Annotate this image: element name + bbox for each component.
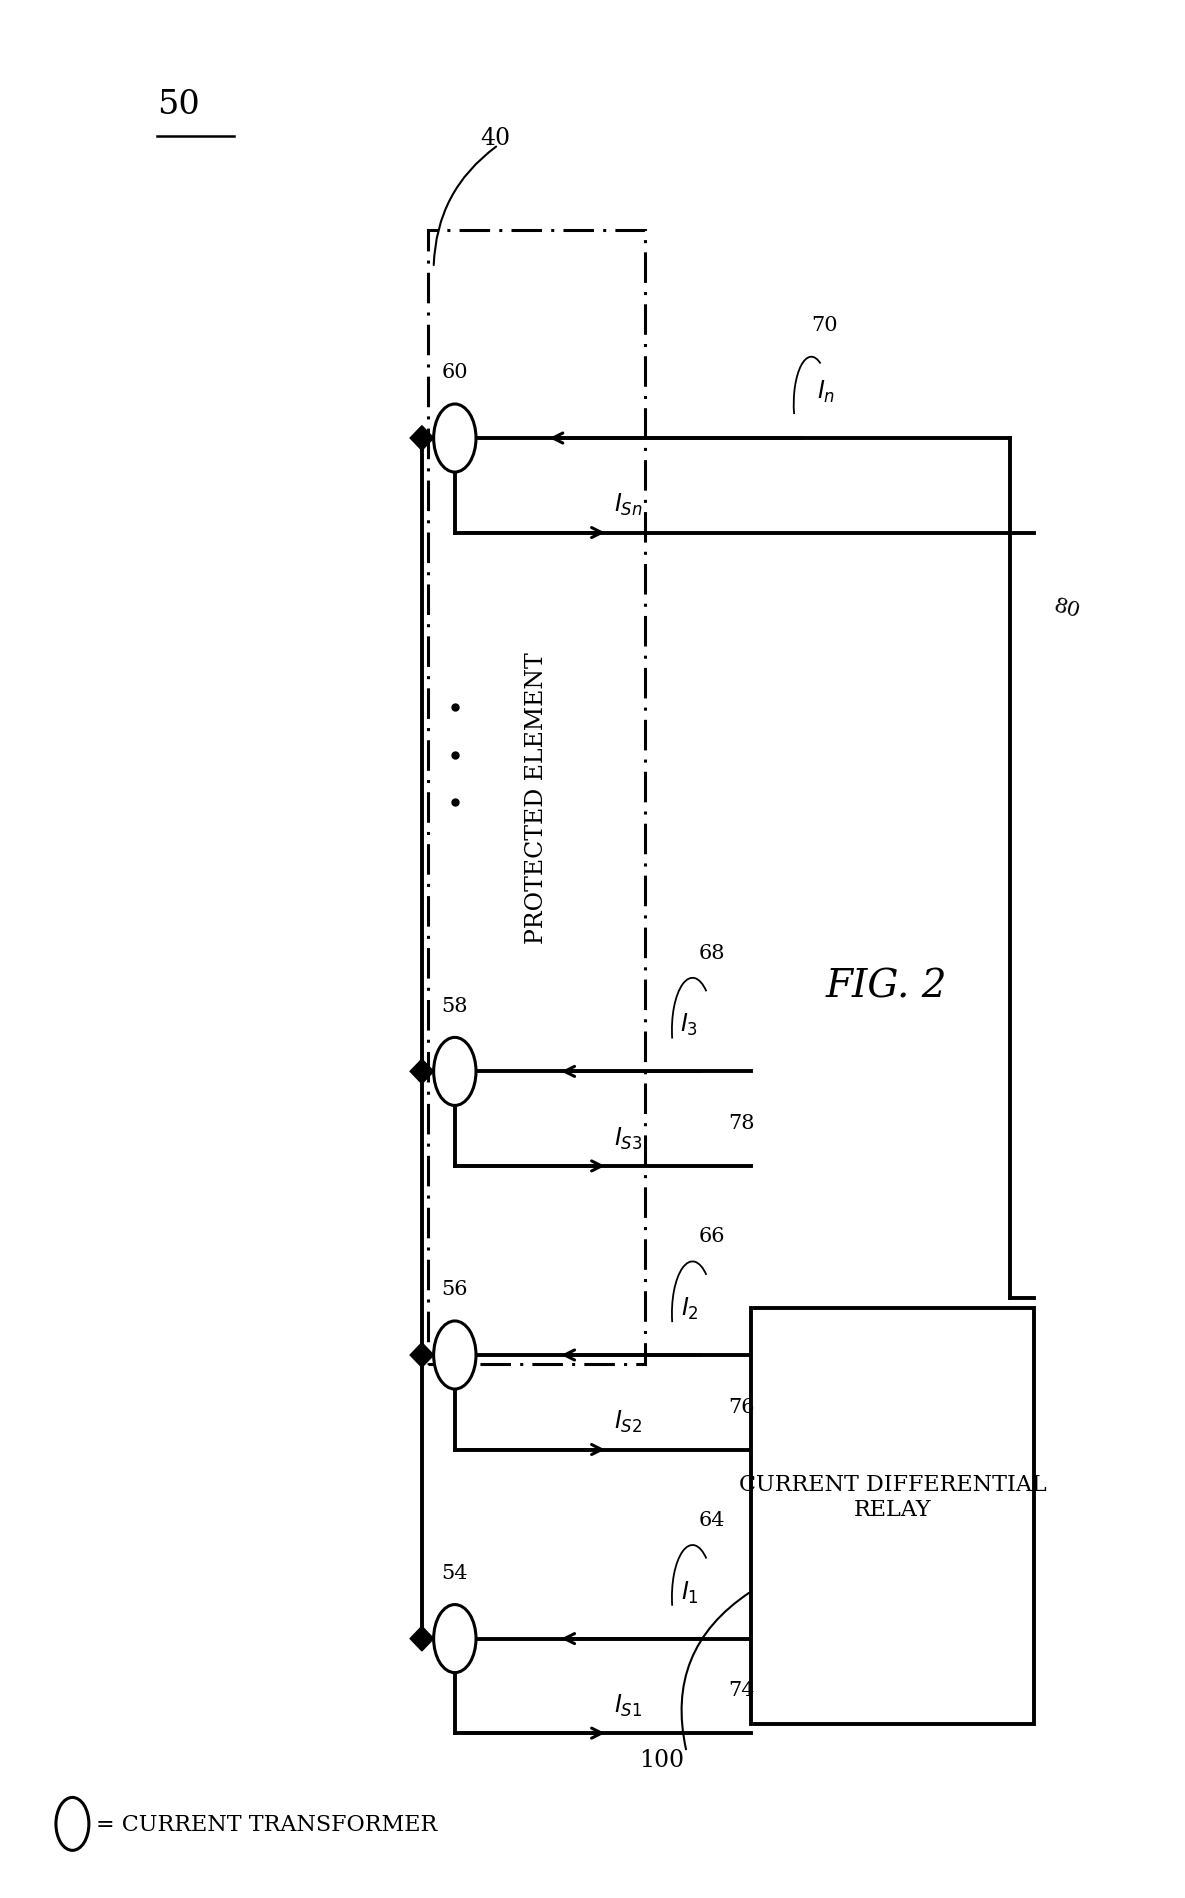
Text: 56: 56 bbox=[442, 1279, 468, 1298]
Text: $I_{S1}$: $I_{S1}$ bbox=[614, 1691, 642, 1718]
Polygon shape bbox=[410, 427, 434, 452]
Text: CURRENT DIFFERENTIAL
RELAY: CURRENT DIFFERENTIAL RELAY bbox=[738, 1473, 1046, 1520]
Text: 54: 54 bbox=[442, 1564, 468, 1583]
Text: 80: 80 bbox=[1051, 596, 1082, 621]
Text: 58: 58 bbox=[442, 996, 468, 1015]
Text: 40: 40 bbox=[480, 127, 510, 150]
Text: 60: 60 bbox=[442, 363, 468, 381]
Text: $I_1$: $I_1$ bbox=[680, 1579, 698, 1604]
Text: $I_3$: $I_3$ bbox=[680, 1012, 698, 1038]
Text: 100: 100 bbox=[640, 1748, 685, 1771]
Text: 76: 76 bbox=[728, 1397, 755, 1416]
Polygon shape bbox=[410, 1627, 434, 1651]
Text: 50: 50 bbox=[158, 89, 200, 121]
Text: $I_{S3}$: $I_{S3}$ bbox=[614, 1126, 642, 1152]
Circle shape bbox=[434, 404, 476, 473]
Polygon shape bbox=[410, 1344, 434, 1368]
Text: 78: 78 bbox=[728, 1114, 755, 1133]
Text: $I_n$: $I_n$ bbox=[818, 378, 835, 404]
Text: 68: 68 bbox=[698, 943, 725, 962]
Text: FIG. 2: FIG. 2 bbox=[826, 968, 948, 1006]
Circle shape bbox=[434, 1321, 476, 1389]
Polygon shape bbox=[751, 1308, 1033, 1723]
Text: $I_{S2}$: $I_{S2}$ bbox=[614, 1408, 642, 1435]
Text: 66: 66 bbox=[698, 1226, 725, 1245]
Text: 74: 74 bbox=[728, 1680, 755, 1699]
Text: 64: 64 bbox=[698, 1511, 725, 1530]
Polygon shape bbox=[410, 1059, 434, 1084]
Text: 70: 70 bbox=[812, 315, 838, 334]
Text: $I_2$: $I_2$ bbox=[680, 1294, 698, 1321]
Circle shape bbox=[434, 1604, 476, 1672]
Circle shape bbox=[56, 1797, 89, 1851]
Circle shape bbox=[434, 1038, 476, 1107]
Text: PROTECTED ELEMENT: PROTECTED ELEMENT bbox=[525, 653, 549, 943]
Text: $I_{Sn}$: $I_{Sn}$ bbox=[614, 492, 642, 518]
Text: = CURRENT TRANSFORMER: = CURRENT TRANSFORMER bbox=[96, 1813, 437, 1835]
